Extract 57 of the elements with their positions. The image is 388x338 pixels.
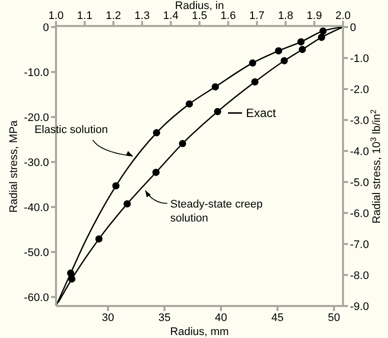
y2-tick-label: -6.0 xyxy=(350,208,369,220)
x-tick-label: 40 xyxy=(214,312,228,324)
x-tick-label: 30 xyxy=(102,312,114,324)
point xyxy=(297,38,305,46)
y-tick-label: 0 xyxy=(42,22,49,34)
point xyxy=(124,200,131,208)
x2-tick-label: 1.8 xyxy=(278,10,294,22)
annotation: Steady-state creep solution xyxy=(170,198,263,224)
x2-tick-label: 1.7 xyxy=(249,10,265,22)
point xyxy=(318,34,326,41)
y-tick-label: -30.0 xyxy=(24,156,49,169)
point xyxy=(95,235,103,243)
point xyxy=(186,100,193,108)
y2-tick-label: -4.0 xyxy=(350,146,369,158)
point xyxy=(178,140,186,148)
y2-tick-label: -5.0 xyxy=(350,176,369,189)
point xyxy=(212,83,219,90)
point xyxy=(280,57,288,64)
y-tick-label: -20.0 xyxy=(24,112,49,124)
y2-tick-label: -9.0 xyxy=(350,300,369,313)
x2-axis-title: Radius, in xyxy=(175,0,224,12)
annotation: Elastic solution xyxy=(34,124,108,136)
y2-tick-label: -3.0 xyxy=(350,114,369,127)
y-tick-label: -50.0 xyxy=(24,246,49,259)
x-axis-title: Radius, mm xyxy=(170,326,229,338)
point xyxy=(251,78,258,86)
y2-tick-label: -7.0 xyxy=(350,238,369,251)
point xyxy=(274,47,282,54)
x2-tick-label: 1.6 xyxy=(220,10,236,22)
point xyxy=(214,108,222,116)
x2-tick-label: 1.2 xyxy=(106,10,122,22)
x2-tick-label: 1.1 xyxy=(77,10,92,22)
x2-tick-label: 2.0 xyxy=(335,10,351,22)
x-tick-label: 35 xyxy=(158,312,171,324)
x2-tick-label: 1.0 xyxy=(48,10,64,22)
point xyxy=(249,59,256,67)
x-tick-label: 50 xyxy=(328,312,340,324)
x-tick-label: 45 xyxy=(271,312,284,324)
point xyxy=(319,27,327,35)
point xyxy=(152,168,160,176)
y2-tick-label: -8.0 xyxy=(350,270,369,282)
y-axis-title: Radial stress, MPa xyxy=(8,119,20,213)
x2-tick-label: 1.5 xyxy=(192,10,208,22)
x2-tick-label: 1.4 xyxy=(163,10,178,22)
point xyxy=(298,46,306,54)
y-tick-label: -10.0 xyxy=(24,66,49,79)
y2-tick-label: -2.0 xyxy=(350,84,369,96)
y2-tick-label: -1.0 xyxy=(350,52,369,65)
point xyxy=(152,129,160,136)
x2-tick-label: 1.9 xyxy=(306,10,322,22)
legend-label: Exact xyxy=(246,106,276,120)
x2-tick-label: 1.3 xyxy=(134,10,150,22)
y2-tick-label: 0 xyxy=(350,22,356,34)
y-tick-label: -40.0 xyxy=(24,202,49,214)
point xyxy=(112,182,120,190)
point xyxy=(68,275,76,283)
y-tick-label: -60.0 xyxy=(24,292,49,304)
